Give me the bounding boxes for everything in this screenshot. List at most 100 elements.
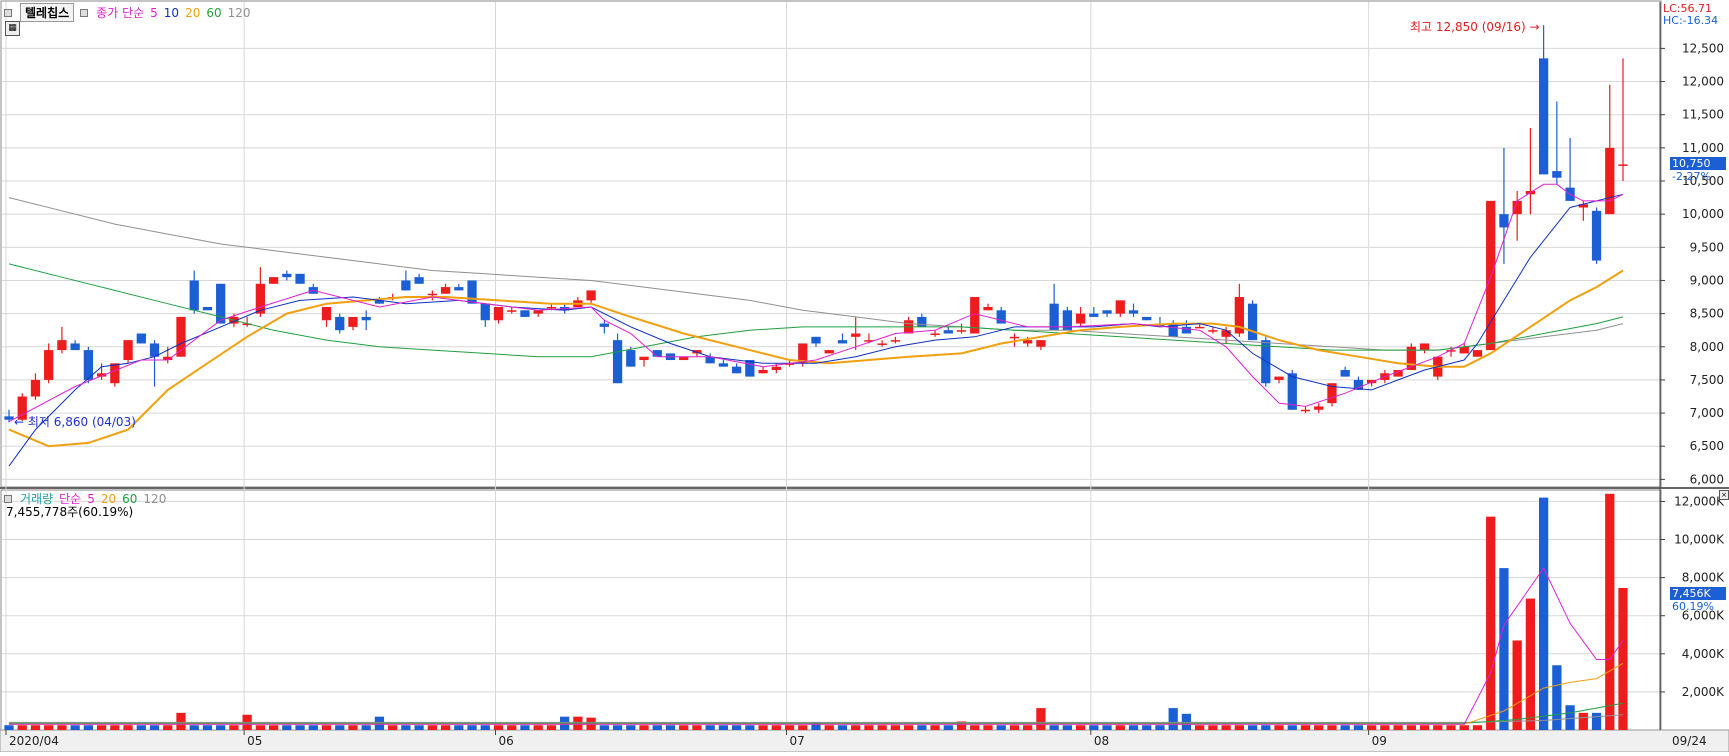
candle-up xyxy=(1578,204,1588,208)
volume-bar xyxy=(414,725,424,730)
vol-ma120-legend: 120 xyxy=(143,491,167,506)
candle-down xyxy=(374,300,385,304)
candle-up xyxy=(956,330,967,332)
volume-bar xyxy=(533,725,543,730)
volume-bar xyxy=(480,725,490,730)
candle-down xyxy=(189,280,199,311)
volume-bar xyxy=(718,725,729,730)
volume-bar xyxy=(335,725,345,730)
candle-down xyxy=(996,310,1006,324)
volume-bar xyxy=(626,725,636,730)
candle-up xyxy=(268,277,279,284)
candle-up xyxy=(176,316,186,357)
volume-bar xyxy=(824,725,834,730)
volume-bar xyxy=(1446,725,1456,730)
candle-up xyxy=(758,369,768,374)
volume-bar xyxy=(877,725,887,730)
volume-bar xyxy=(1102,725,1112,730)
stock-name[interactable]: 텔레칩스 xyxy=(20,3,75,22)
x-tick-label: 09/24 xyxy=(1672,734,1707,748)
candle-up xyxy=(163,356,173,361)
candle-up xyxy=(877,343,887,345)
candle-down xyxy=(745,360,755,377)
candle-down xyxy=(202,306,213,311)
table-icon[interactable]: ▦ xyxy=(5,21,20,36)
candle-up xyxy=(1446,350,1456,352)
volume-bar xyxy=(1327,725,1337,730)
candle-up xyxy=(798,343,808,364)
vol-close-icon[interactable]: × xyxy=(1719,490,1729,500)
candle-up xyxy=(1512,200,1522,215)
candle-up xyxy=(970,297,980,334)
volume-tick-label: 6,000K xyxy=(1682,609,1725,623)
candle-up xyxy=(1009,336,1020,339)
volume-bar xyxy=(1155,725,1165,730)
vol-ma5-legend: 5 xyxy=(87,491,95,506)
volume-bar xyxy=(890,725,901,730)
volume-bar xyxy=(427,725,437,730)
volume-bar xyxy=(454,725,464,730)
candle-up xyxy=(1605,147,1615,215)
candle-up xyxy=(1472,350,1483,357)
volume-bar xyxy=(1247,725,1258,730)
volume-bar xyxy=(110,725,120,730)
candle-up xyxy=(864,340,874,342)
candle-down xyxy=(1591,210,1602,261)
candle-up xyxy=(321,306,332,321)
candle-down xyxy=(1353,379,1364,390)
volume-bar xyxy=(1062,725,1072,730)
candle-up xyxy=(1459,346,1469,354)
candle-up xyxy=(242,323,252,326)
ma60-legend: 60 xyxy=(206,5,222,20)
vol-ma-label: 단순 xyxy=(59,492,82,506)
volume-bar xyxy=(1287,725,1297,730)
volume-bar xyxy=(1009,725,1020,730)
volume-bar xyxy=(851,725,861,730)
candle-up xyxy=(1367,379,1377,384)
candle-down xyxy=(83,350,94,380)
ma5-legend: 5 xyxy=(150,5,158,20)
candle-up xyxy=(890,340,901,342)
ma60-line xyxy=(8,263,1624,358)
hc-value: HC:-16.34 xyxy=(1663,14,1719,27)
legend-toggle-icon[interactable] xyxy=(4,8,12,17)
volume-bar xyxy=(745,725,755,730)
volume-bar xyxy=(599,725,609,730)
candle-up xyxy=(1234,297,1244,334)
candle-down xyxy=(943,330,953,334)
candle-down xyxy=(1089,313,1099,317)
candle-down xyxy=(414,277,424,284)
volume-bar xyxy=(665,725,676,730)
vol-ma60-line xyxy=(9,702,1624,724)
candle-up xyxy=(930,333,940,336)
candle-up xyxy=(1393,369,1403,377)
volume-bar xyxy=(17,725,27,730)
volume-bar xyxy=(798,725,808,730)
volume-bar xyxy=(679,725,689,730)
volume-bar xyxy=(1314,725,1324,730)
volume-bar xyxy=(705,725,715,730)
candle-up xyxy=(679,356,689,361)
candle-up xyxy=(440,287,451,294)
volume-tick-label: 12,000K xyxy=(1674,494,1725,508)
volume-bar xyxy=(308,725,318,730)
volume-bar xyxy=(1486,516,1496,730)
candle-down xyxy=(837,340,848,344)
volume-bar xyxy=(361,725,371,730)
volume-bar xyxy=(1538,497,1549,730)
candle-down xyxy=(454,287,464,291)
volume-bar xyxy=(520,725,530,730)
candle-up xyxy=(44,350,54,380)
volume-bar xyxy=(956,721,967,730)
volume-bar xyxy=(1472,725,1483,730)
price-tick-label: 11,500 xyxy=(1682,108,1724,122)
volume-badge: 7,456K xyxy=(1670,587,1726,600)
volume-bar xyxy=(1261,725,1271,730)
legend-toggle-icon[interactable] xyxy=(4,494,12,503)
candle-down xyxy=(361,316,371,321)
candle-up xyxy=(1314,406,1324,410)
volume-bar xyxy=(1340,725,1350,730)
legend-toggle-icon[interactable] xyxy=(80,8,89,17)
